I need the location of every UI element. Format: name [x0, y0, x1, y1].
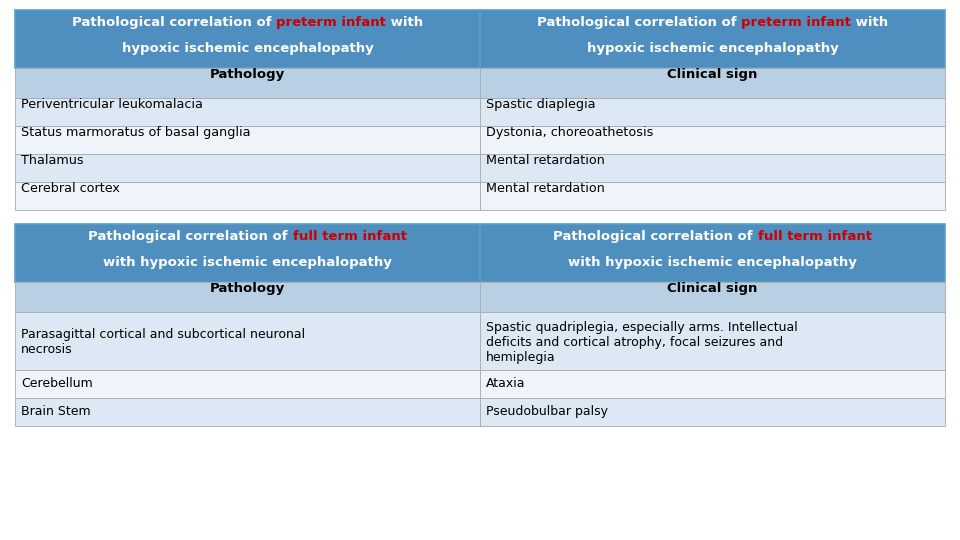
Text: with: with: [386, 16, 423, 29]
Text: Thalamus: Thalamus: [21, 154, 84, 167]
Text: Clinical sign: Clinical sign: [667, 282, 757, 295]
Text: Pathological correlation of: Pathological correlation of: [88, 230, 293, 243]
Bar: [15, 370, 480, 398]
Text: preterm infant: preterm infant: [276, 16, 386, 29]
Text: Pathology: Pathology: [210, 68, 285, 81]
Text: Mental retardation: Mental retardation: [486, 182, 605, 195]
Bar: [480, 10, 945, 68]
Text: Pathological correlation of: Pathological correlation of: [72, 16, 276, 29]
Bar: [15, 182, 480, 210]
Text: Pseudobulbar palsy: Pseudobulbar palsy: [486, 405, 608, 418]
Text: full term infant: full term infant: [293, 230, 407, 243]
Text: Parasagittal cortical and subcortical neuronal
necrosis: Parasagittal cortical and subcortical ne…: [21, 328, 305, 356]
Text: Cerebral cortex: Cerebral cortex: [21, 182, 120, 195]
Bar: [480, 154, 945, 182]
Bar: [480, 182, 945, 210]
Text: with hypoxic ischemic encephalopathy: with hypoxic ischemic encephalopathy: [103, 256, 392, 269]
Bar: [480, 370, 945, 398]
Text: Periventricular leukomalacia: Periventricular leukomalacia: [21, 98, 203, 111]
Text: Brain Stem: Brain Stem: [21, 405, 90, 418]
Bar: [15, 10, 480, 68]
Bar: [15, 312, 480, 370]
Bar: [480, 98, 945, 126]
Bar: [15, 154, 480, 182]
Text: Status marmoratus of basal ganglia: Status marmoratus of basal ganglia: [21, 126, 251, 139]
Bar: [480, 126, 945, 154]
Text: Spastic quadriplegia, especially arms. Intellectual
deficits and cortical atroph: Spastic quadriplegia, especially arms. I…: [486, 321, 798, 364]
Text: hypoxic ischemic encephalopathy: hypoxic ischemic encephalopathy: [587, 42, 838, 55]
Text: full term infant: full term infant: [757, 230, 872, 243]
Bar: [480, 68, 945, 98]
Text: Dystonia, choreoathetosis: Dystonia, choreoathetosis: [486, 126, 654, 139]
Bar: [480, 282, 945, 312]
Bar: [15, 398, 480, 426]
Bar: [15, 224, 480, 282]
Bar: [480, 224, 945, 282]
Text: with hypoxic ischemic encephalopathy: with hypoxic ischemic encephalopathy: [568, 256, 857, 269]
Text: Ataxia: Ataxia: [486, 377, 525, 390]
Bar: [15, 282, 480, 312]
Bar: [15, 68, 480, 98]
Text: Spastic diaplegia: Spastic diaplegia: [486, 98, 595, 111]
Text: Mental retardation: Mental retardation: [486, 154, 605, 167]
Text: with: with: [851, 16, 888, 29]
Bar: [480, 398, 945, 426]
Bar: [15, 98, 480, 126]
Text: Pathological correlation of: Pathological correlation of: [537, 16, 741, 29]
Text: Cerebellum: Cerebellum: [21, 377, 93, 390]
Bar: [15, 126, 480, 154]
Text: Clinical sign: Clinical sign: [667, 68, 757, 81]
Text: hypoxic ischemic encephalopathy: hypoxic ischemic encephalopathy: [122, 42, 373, 55]
Bar: [480, 312, 945, 370]
Text: Pathology: Pathology: [210, 282, 285, 295]
Text: preterm infant: preterm infant: [741, 16, 851, 29]
Text: Pathological correlation of: Pathological correlation of: [553, 230, 757, 243]
